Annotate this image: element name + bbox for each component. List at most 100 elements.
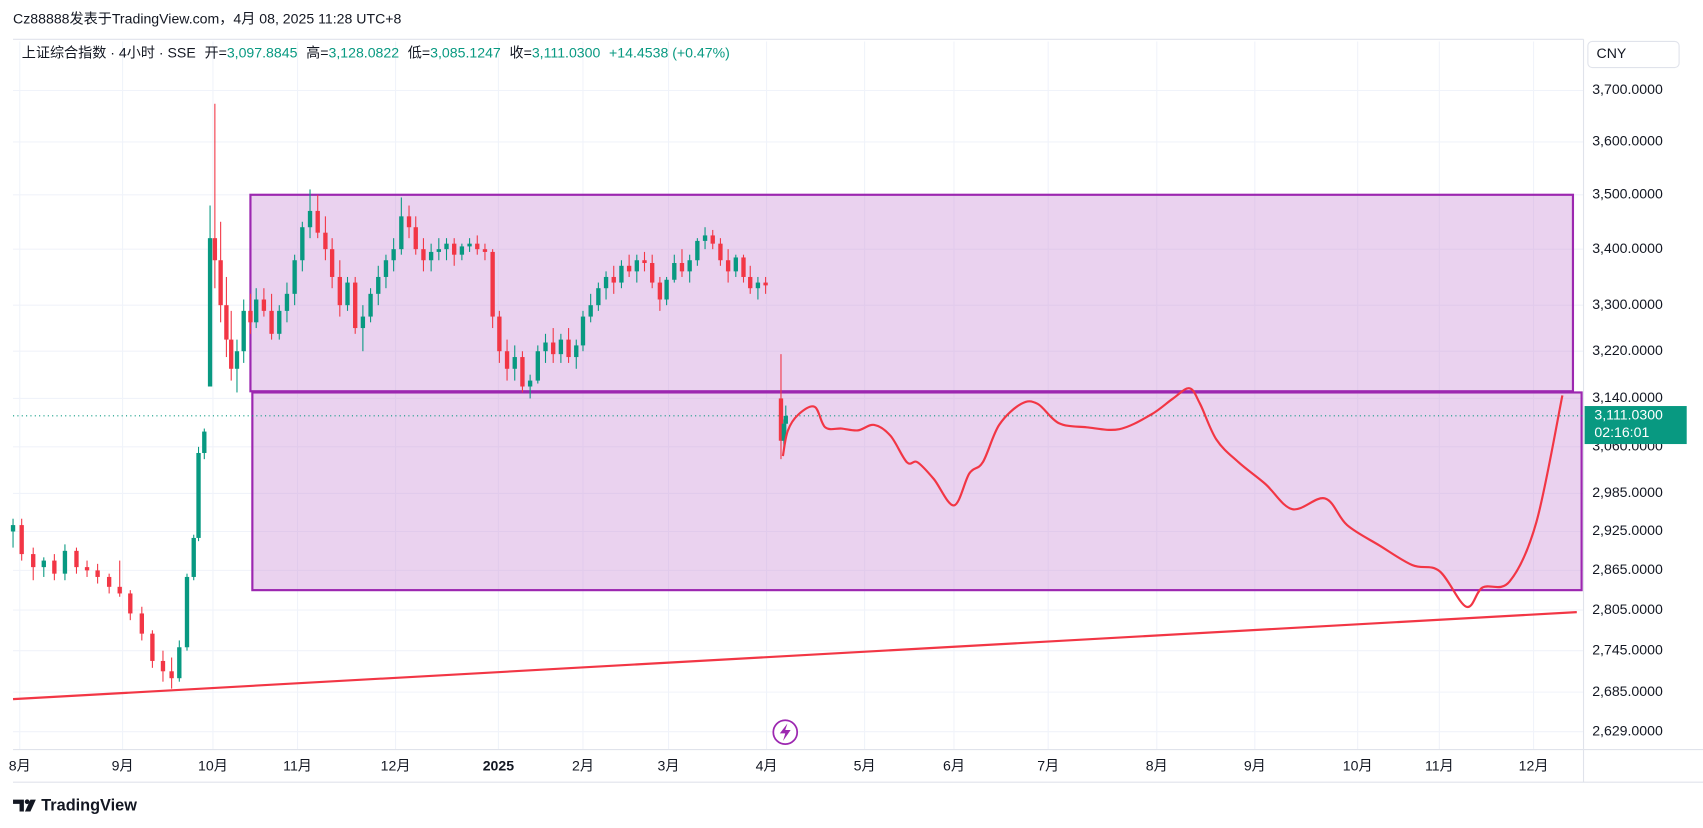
candle-body — [248, 310, 253, 323]
x-tick-label: 8月 — [9, 758, 31, 774]
candle-body — [475, 243, 480, 250]
candle-body — [748, 276, 753, 289]
ohlc-label: 收= — [509, 44, 531, 60]
candle-body — [212, 238, 218, 261]
candle-body — [512, 357, 517, 369]
candle-body — [128, 593, 133, 614]
candle-body — [95, 570, 100, 577]
candle-body — [626, 265, 632, 272]
candle-body — [202, 431, 207, 453]
candle-body — [307, 210, 313, 228]
candle-body — [436, 249, 441, 252]
candle-body — [117, 586, 122, 594]
y-tick-label: 2,865.0000 — [1592, 561, 1663, 577]
candle-body — [184, 576, 190, 648]
x-tick-label: 10月 — [1343, 758, 1373, 774]
ohlc-label: 高= — [306, 44, 328, 60]
candle-body — [763, 282, 768, 286]
candle-body — [497, 316, 502, 352]
candle-body — [619, 265, 624, 283]
candle-body — [444, 243, 449, 250]
candle-body — [106, 576, 112, 587]
y-tick-label: 3,400.0000 — [1592, 240, 1663, 256]
countdown: 02:16:01 — [1594, 424, 1649, 440]
replay-icon[interactable] — [772, 719, 799, 746]
y-tick-label: 3,700.0000 — [1592, 81, 1663, 97]
candle-body — [360, 316, 366, 329]
candle-body — [254, 299, 259, 323]
symbol-legend: 上证综合指数 · 4小时 · SSE 开=3,097.8845 高=3,128.08… — [22, 44, 730, 60]
candle-body — [702, 235, 708, 241]
x-tick-label: 9月 — [1244, 758, 1266, 774]
candle-body — [241, 310, 246, 352]
candle-body — [207, 238, 213, 387]
candle-body — [520, 357, 525, 387]
candle-body — [261, 299, 267, 311]
candle-body — [284, 293, 290, 311]
ohlc-label: 开= — [204, 44, 226, 60]
candle-body — [741, 257, 746, 277]
candle-body — [603, 276, 609, 289]
brand: TradingView — [41, 796, 137, 814]
y-tick-label: 2,685.0000 — [1592, 683, 1663, 699]
candle-body — [679, 263, 685, 272]
logo-mark — [13, 799, 24, 812]
candle-body — [452, 243, 457, 255]
candle-body — [139, 613, 144, 634]
candle-body — [596, 288, 601, 306]
candle-body — [218, 260, 223, 306]
candle-body — [353, 282, 358, 329]
zone-box — [249, 193, 1575, 393]
last-price-box — [1584, 406, 1687, 445]
candle-body — [755, 282, 761, 289]
currency[interactable]: CNY — [1597, 45, 1627, 61]
candle-body — [337, 276, 342, 306]
x-tick-label: 11月 — [1425, 758, 1454, 774]
candle-body — [725, 260, 731, 272]
y-tick-label: 3,300.0000 — [1592, 296, 1663, 312]
candle-body — [368, 293, 373, 317]
candle-body — [634, 260, 639, 272]
candle-body — [459, 246, 465, 255]
y-tick-label: 2,629.0000 — [1592, 722, 1663, 738]
candle-body — [150, 633, 155, 661]
y-tick-label: 3,220.0000 — [1592, 342, 1663, 358]
candle-body — [300, 227, 305, 261]
icon-bolt[interactable] — [779, 723, 791, 741]
candle-body — [664, 279, 669, 300]
candle-body — [315, 210, 320, 233]
x-tick-label: 12月 — [381, 758, 411, 774]
candle-body — [52, 560, 57, 574]
projection-line — [781, 387, 1564, 608]
logo-dot — [24, 799, 30, 805]
candle-body — [277, 310, 282, 334]
candle-body — [710, 235, 715, 244]
x-tick-label: 9月 — [112, 758, 134, 774]
symbol: 上证综合指数 · 4小时 · SSE — [22, 44, 196, 60]
candle-body — [31, 554, 36, 568]
ohlc-label: 低= — [408, 44, 430, 60]
ohlc-value: 3,085.1247 — [430, 44, 501, 60]
candle-body — [345, 282, 350, 306]
candle-body — [672, 263, 677, 280]
candle-body — [657, 282, 663, 300]
candle-body — [62, 550, 68, 574]
ohlc-value: 3,111.0300 — [532, 44, 601, 60]
x-tick-label: 8月 — [1146, 758, 1168, 774]
candle-body — [535, 351, 540, 381]
candle-body — [580, 316, 586, 346]
candle-body — [196, 452, 201, 538]
candle-body — [778, 398, 784, 441]
candle-body — [783, 415, 788, 424]
y-tick-label: 3,140.0000 — [1592, 389, 1663, 405]
y-tick-label: 2,805.0000 — [1592, 601, 1663, 617]
x-tick-label: 4月 — [756, 758, 778, 774]
x-tick-label: 6月 — [943, 758, 965, 774]
brand-logo: TradingView — [13, 796, 137, 814]
candle-body — [160, 660, 166, 672]
currency-box[interactable] — [1587, 40, 1680, 69]
candle-body — [566, 339, 571, 358]
